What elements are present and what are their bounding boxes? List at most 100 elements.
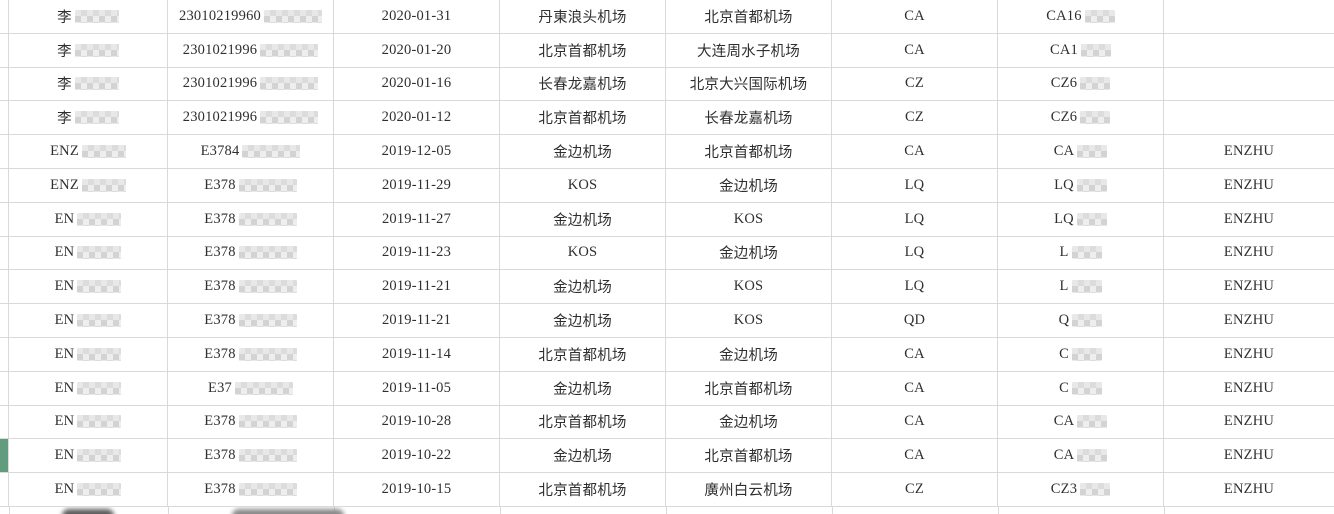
passenger-tag-cell[interactable]: ENZHU (1164, 135, 1334, 168)
table-row[interactable]: EN E378 2019-11-21 金边机场 KOS QD Q ENZHU (0, 304, 1334, 338)
arrival-airport-cell[interactable]: 金边机场 (666, 236, 832, 270)
departure-airport-cell[interactable]: 金边机场 (500, 270, 666, 304)
table-row[interactable]: 李 23010219960 2020-01-31 丹東浪头机场 北京首都机场 C… (0, 0, 1334, 34)
document-id-cell[interactable]: 2301021996 (168, 33, 334, 67)
row-edge-cell[interactable] (0, 168, 9, 202)
arrival-airport-cell[interactable]: KOS (666, 304, 832, 337)
arrival-airport-cell[interactable]: 大连周水子机场 (666, 33, 832, 67)
passenger-name-cell[interactable]: EN (9, 337, 168, 371)
document-id-cell[interactable]: E378 (168, 405, 334, 439)
passenger-name-cell[interactable]: EN (9, 236, 168, 270)
flight-number-cell[interactable]: LQ (998, 168, 1164, 202)
passenger-name-cell[interactable]: EN (9, 473, 168, 506)
arrival-airport-cell[interactable]: 北京首都机场 (666, 135, 832, 168)
passenger-tag-cell[interactable]: ENZHU (1164, 304, 1334, 337)
passenger-tag-cell[interactable]: ENZHU (1164, 169, 1334, 202)
flight-number-cell[interactable]: CA (998, 439, 1164, 473)
flight-date-cell[interactable]: 2019-11-21 (334, 270, 500, 304)
arrival-airport-cell[interactable]: KOS (666, 270, 832, 304)
flight-number-cell[interactable]: L (998, 236, 1164, 270)
passenger-tag-cell[interactable]: ENZHU (1164, 439, 1334, 472)
arrival-airport-cell[interactable]: 北京首都机场 (666, 439, 832, 473)
departure-airport-cell[interactable]: 金边机场 (500, 371, 666, 405)
departure-airport-cell[interactable]: 北京首都机场 (500, 405, 666, 439)
table-row[interactable]: 李 2301021996 2020-01-16 长春龙嘉机场 北京大兴国际机场 … (0, 67, 1334, 102)
table-row[interactable]: 李 2301021996 2020-01-12 北京首都机场 长春龙嘉机场 CZ… (0, 101, 1334, 136)
airline-code-cell[interactable]: CZ (832, 67, 998, 101)
passenger-tag-cell[interactable]: ENZHU (1164, 270, 1334, 303)
passenger-name-cell[interactable]: EN (9, 304, 168, 337)
passenger-name-cell[interactable]: EN (9, 371, 168, 405)
flight-date-cell[interactable]: 2019-11-27 (334, 202, 500, 236)
flight-date-cell[interactable]: 2020-01-31 (334, 0, 500, 33)
flight-number-cell[interactable]: CZ6 (998, 101, 1164, 135)
passenger-name-cell[interactable]: EN (9, 202, 168, 236)
passenger-name-cell[interactable]: EN (9, 270, 168, 304)
table-row[interactable]: ENZ E3784 2019-12-05 金边机场 北京首都机场 CA CA E… (0, 135, 1334, 169)
passenger-name-cell[interactable]: EN (9, 405, 168, 439)
airline-code-cell[interactable]: LQ (832, 270, 998, 304)
document-id-cell[interactable]: E378 (168, 236, 334, 270)
row-edge-cell[interactable] (0, 371, 9, 405)
row-edge-cell[interactable] (0, 405, 9, 439)
flight-date-cell[interactable]: 2019-11-05 (334, 371, 500, 405)
departure-airport-cell[interactable]: KOS (500, 168, 666, 202)
passenger-tag-cell[interactable]: ENZHU (1164, 473, 1334, 506)
flight-date-cell[interactable]: 2020-01-16 (334, 67, 500, 101)
flight-date-cell[interactable]: 2020-01-20 (334, 33, 500, 67)
airline-code-cell[interactable]: CZ (832, 473, 998, 506)
document-id-cell[interactable]: E378 (168, 202, 334, 236)
document-id-cell[interactable]: 23010219960 (168, 0, 334, 33)
row-edge-cell[interactable] (0, 33, 9, 67)
document-id-cell[interactable]: 2301021996 (168, 67, 334, 101)
airline-code-cell[interactable]: CZ (832, 101, 998, 135)
airline-code-cell[interactable]: LQ (832, 236, 998, 270)
airline-code-cell[interactable]: LQ (832, 168, 998, 202)
departure-airport-cell[interactable]: 北京首都机场 (500, 101, 666, 135)
arrival-airport-cell[interactable]: 金边机场 (666, 168, 832, 202)
row-edge-cell[interactable] (0, 473, 9, 506)
row-edge-cell[interactable] (0, 337, 9, 371)
passenger-tag-cell[interactable] (1164, 101, 1334, 134)
flight-date-cell[interactable]: 2019-10-15 (334, 473, 500, 506)
passenger-name-cell[interactable]: 李 (9, 101, 168, 135)
passenger-name-cell[interactable]: 李 (9, 0, 168, 33)
table-row[interactable]: ENZ E378 2019-11-29 KOS 金边机场 LQ LQ ENZHU (0, 168, 1334, 203)
row-edge-cell[interactable] (0, 270, 9, 304)
flight-number-cell[interactable]: C (998, 371, 1164, 405)
table-row[interactable]: EN E378 2019-11-14 北京首都机场 金边机场 CA C ENZH… (0, 337, 1334, 372)
row-edge-cell[interactable] (0, 67, 9, 101)
flight-number-cell[interactable]: Q (998, 304, 1164, 337)
flight-number-cell[interactable]: L (998, 270, 1164, 304)
table-row[interactable]: EN E37 2019-11-05 金边机场 北京首都机场 CA C ENZHU (0, 371, 1334, 406)
passenger-tag-cell[interactable]: ENZHU (1164, 203, 1334, 236)
table-row[interactable]: 李 2301021996 2020-01-20 北京首都机场 大连周水子机场 C… (0, 33, 1334, 68)
document-id-cell[interactable]: E378 (168, 473, 334, 506)
airline-code-cell[interactable]: CA (832, 371, 998, 405)
flight-number-cell[interactable]: C (998, 337, 1164, 371)
flight-number-cell[interactable]: CA (998, 405, 1164, 439)
arrival-airport-cell[interactable]: 廣州白云机场 (666, 473, 832, 506)
table-row[interactable]: EN E378 2019-10-15 北京首都机场 廣州白云机场 CZ CZ3 … (0, 473, 1334, 507)
departure-airport-cell[interactable]: 金边机场 (500, 202, 666, 236)
flight-number-cell[interactable]: CA1 (998, 33, 1164, 67)
departure-airport-cell[interactable]: 北京首都机场 (500, 33, 666, 67)
departure-airport-cell[interactable]: 北京首都机场 (500, 473, 666, 506)
table-row[interactable]: EN E378 2019-11-21 金边机场 KOS LQ L ENZHU (0, 270, 1334, 305)
row-edge-cell[interactable] (0, 135, 9, 168)
airline-code-cell[interactable]: CA (832, 337, 998, 371)
document-id-cell[interactable]: E378 (168, 168, 334, 202)
row-edge-cell[interactable] (0, 101, 9, 135)
passenger-tag-cell[interactable] (1164, 34, 1334, 67)
row-edge-cell[interactable] (0, 202, 9, 236)
row-edge-cell[interactable] (0, 0, 9, 33)
flight-date-cell[interactable]: 2019-10-22 (334, 439, 500, 473)
arrival-airport-cell[interactable]: 北京首都机场 (666, 0, 832, 33)
table-row[interactable]: EN E378 2019-10-28 北京首都机场 金边机场 CA CA ENZ… (0, 405, 1334, 440)
row-edge-cell[interactable] (0, 439, 9, 473)
flight-date-cell[interactable]: 2019-11-23 (334, 236, 500, 270)
departure-airport-cell[interactable]: 长春龙嘉机场 (500, 67, 666, 101)
passenger-name-cell[interactable]: 李 (9, 33, 168, 67)
flight-date-cell[interactable]: 2020-01-12 (334, 101, 500, 135)
departure-airport-cell[interactable]: 金边机场 (500, 304, 666, 337)
